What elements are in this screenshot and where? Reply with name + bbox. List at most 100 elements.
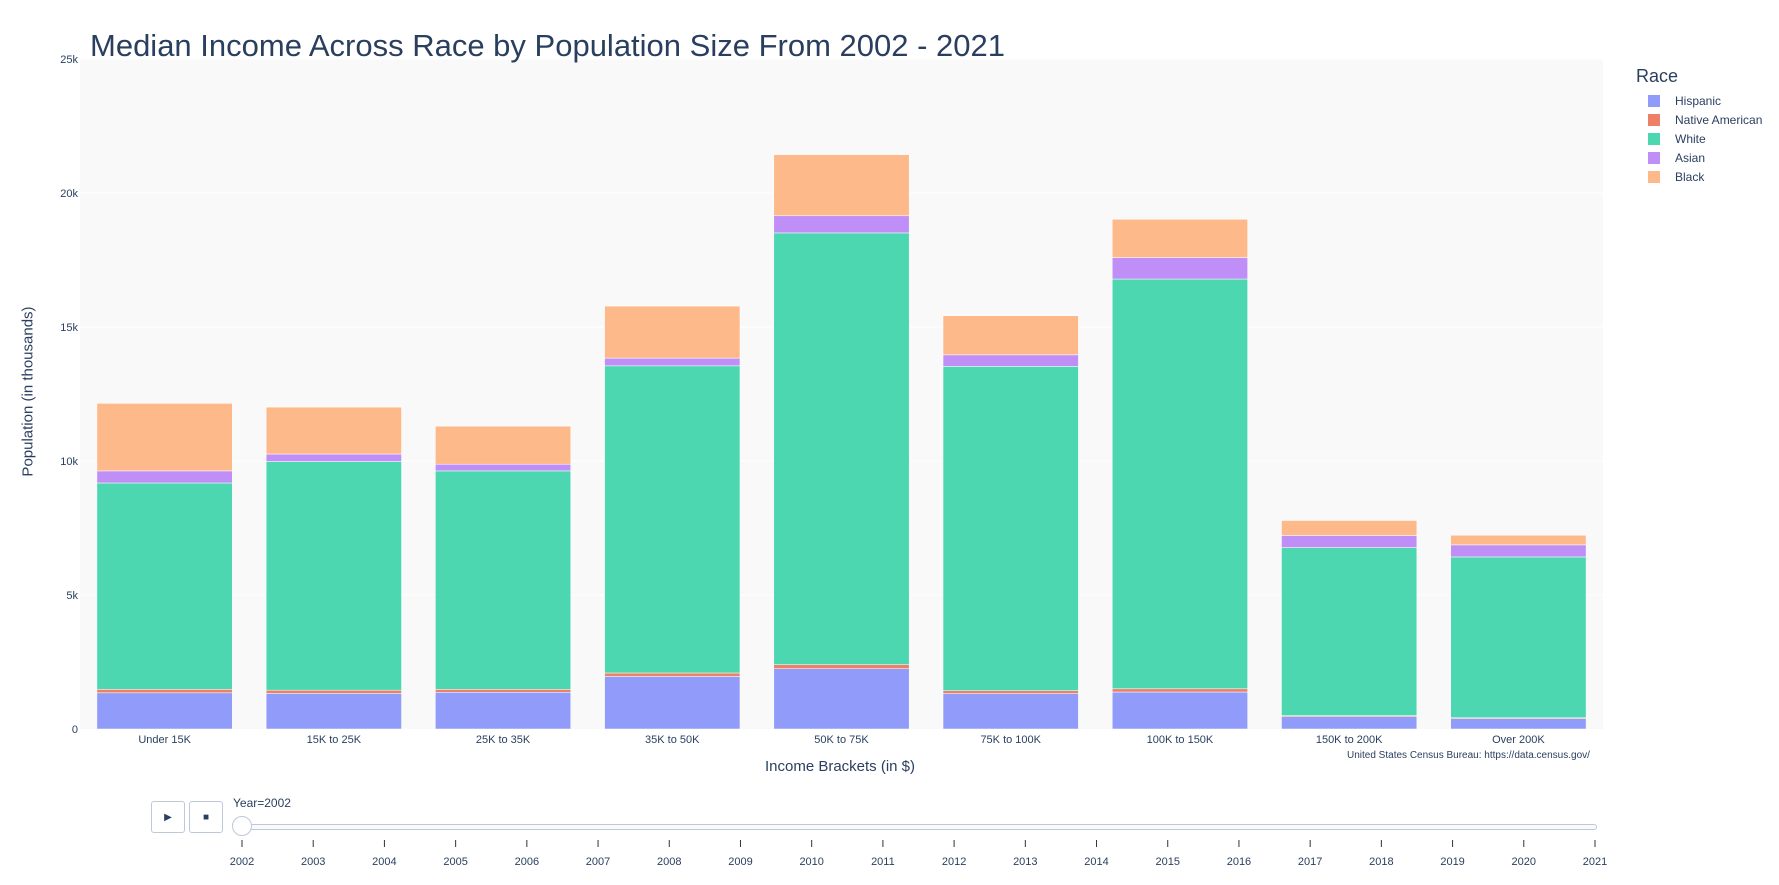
slider-year-label: 2019 bbox=[1440, 856, 1464, 868]
slider-year-label: 2010 bbox=[799, 856, 823, 868]
legend-swatch bbox=[1648, 113, 1660, 126]
bar-segment bbox=[435, 689, 571, 693]
x-tick-label: Under 15K bbox=[138, 734, 191, 746]
bar-segment bbox=[1112, 688, 1248, 693]
bar-segment bbox=[1112, 278, 1248, 690]
bar-segment bbox=[942, 354, 1079, 367]
slider-current-value: Year=2002 bbox=[233, 796, 291, 810]
bar-segment bbox=[773, 668, 910, 730]
legend-swatch bbox=[1648, 94, 1660, 107]
x-tick-label: 50K to 75K bbox=[814, 734, 869, 746]
bar-segment bbox=[265, 453, 402, 462]
slider-year-label: 2003 bbox=[301, 856, 325, 868]
slider-year-label: 2002 bbox=[230, 856, 254, 868]
bar-segment bbox=[773, 154, 910, 217]
bar-segment bbox=[265, 693, 402, 730]
bar-segment bbox=[942, 315, 1079, 356]
year-slider-rail[interactable] bbox=[240, 824, 1597, 830]
slider-year-label: 2016 bbox=[1227, 856, 1251, 868]
bar-segment bbox=[96, 470, 233, 484]
bar-segment bbox=[96, 482, 233, 690]
slider-year-label: 2021 bbox=[1583, 856, 1607, 868]
legend-item[interactable]: White bbox=[1636, 129, 1762, 148]
bar-segment bbox=[773, 215, 910, 234]
legend-label: Black bbox=[1675, 169, 1705, 184]
x-tick-label: 100K to 150K bbox=[1147, 734, 1214, 746]
bar-segment bbox=[1281, 520, 1418, 536]
bar-segment bbox=[604, 672, 741, 677]
stop-button[interactable]: ■ bbox=[189, 801, 223, 833]
legend-swatch bbox=[1648, 170, 1660, 183]
bar-segment bbox=[604, 305, 741, 359]
bar-segment bbox=[96, 692, 233, 730]
y-tick-label: 5k bbox=[66, 590, 78, 602]
legend-item[interactable]: Hispanic bbox=[1636, 91, 1762, 110]
bar-segment bbox=[1450, 534, 1587, 546]
y-tick-label: 15k bbox=[60, 322, 78, 334]
bar-segment bbox=[1112, 219, 1248, 258]
bar-segment bbox=[96, 689, 233, 694]
slider-year-label: 2014 bbox=[1084, 856, 1108, 868]
slider-year-label: 2017 bbox=[1298, 856, 1322, 868]
bar-segment bbox=[942, 366, 1079, 691]
x-tick-label: 75K to 100K bbox=[980, 734, 1041, 746]
bar-segment bbox=[1112, 691, 1248, 730]
bar-segment bbox=[1450, 556, 1587, 718]
bar-segment bbox=[942, 690, 1079, 694]
stop-icon: ■ bbox=[202, 811, 210, 823]
legend-title: Race bbox=[1636, 66, 1679, 86]
slider-year-label: 2009 bbox=[728, 856, 752, 868]
slider-year-label: 2005 bbox=[443, 856, 467, 868]
x-tick-label: 25K to 35K bbox=[476, 734, 531, 746]
legend-label: Hispanic bbox=[1675, 93, 1722, 108]
bar-segment bbox=[435, 470, 571, 690]
bar-segment bbox=[773, 664, 910, 669]
y-axis-title: Population (in thousands) bbox=[19, 306, 37, 477]
bar-segment bbox=[435, 425, 571, 465]
bar-segment bbox=[1112, 257, 1248, 280]
bar-segment bbox=[773, 232, 910, 665]
x-axis-title: Income Brackets (in $) bbox=[764, 758, 916, 775]
x-tick-label: 150K to 200K bbox=[1316, 734, 1383, 746]
slider-year-label: 2006 bbox=[515, 856, 539, 868]
bar-segment bbox=[435, 463, 571, 472]
legend: Race Hispanic Native American White Asian Bl… bbox=[1636, 66, 1762, 186]
y-tick-label: 25k bbox=[60, 54, 78, 66]
bar-segment bbox=[265, 461, 402, 691]
play-icon: ▶ bbox=[164, 811, 172, 823]
y-tick-label: 10k bbox=[60, 456, 78, 468]
legend-swatch bbox=[1648, 132, 1660, 145]
bar-segment bbox=[604, 676, 741, 730]
slider-year-label: 2012 bbox=[942, 856, 966, 868]
slider-year-label: 2015 bbox=[1155, 856, 1179, 868]
x-tick-label: 35K to 50K bbox=[645, 734, 700, 746]
legend-label: Native American bbox=[1675, 112, 1763, 127]
legend-item[interactable]: Black bbox=[1636, 167, 1762, 186]
bar-segment bbox=[1450, 544, 1587, 558]
bar-segment bbox=[942, 693, 1079, 730]
year-slider-handle[interactable] bbox=[232, 816, 252, 836]
legend-item[interactable]: Asian bbox=[1636, 148, 1762, 167]
bar-segment bbox=[96, 403, 233, 472]
slider-year-label: 2013 bbox=[1013, 856, 1037, 868]
legend-label: White bbox=[1675, 131, 1706, 146]
slider-year-label: 2007 bbox=[586, 856, 610, 868]
slider-year-label: 2018 bbox=[1369, 856, 1393, 868]
bar-segment bbox=[604, 357, 741, 367]
bar-segment bbox=[1450, 718, 1587, 730]
bar-segment bbox=[1281, 535, 1418, 548]
slider-year-label: 2008 bbox=[657, 856, 681, 868]
bar-segment bbox=[265, 406, 402, 455]
x-tick-label: 15K to 25K bbox=[307, 734, 362, 746]
bar-segment bbox=[1281, 547, 1418, 716]
bar-segment bbox=[265, 689, 402, 694]
slider-year-label: 2011 bbox=[871, 856, 895, 868]
slider-year-label: 2020 bbox=[1512, 856, 1536, 868]
play-button[interactable]: ▶ bbox=[151, 801, 185, 833]
legend-item[interactable]: Native American bbox=[1636, 110, 1762, 129]
y-tick-label: 20k bbox=[60, 188, 78, 200]
y-tick-label: 0 bbox=[72, 724, 78, 736]
bar-segment bbox=[604, 365, 741, 674]
legend-label: Asian bbox=[1675, 150, 1706, 165]
